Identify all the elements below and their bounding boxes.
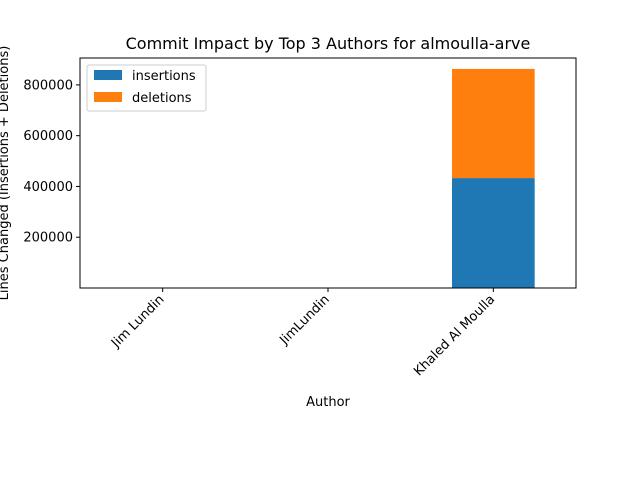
y-tick-label: 200000 (23, 231, 73, 246)
legend-swatch-insertions (94, 70, 122, 80)
x-axis: Jim Lundin JimLundin Khaled Al Moulla (108, 288, 498, 379)
x-tick-label: Jim Lundin (108, 292, 167, 351)
x-tick-label: Khaled Al Moulla (411, 292, 498, 379)
bars-layer (121, 68, 535, 288)
plot-frame (79, 57, 577, 289)
bar-deletions-khaled-al-moulla (452, 68, 535, 179)
y-tick-label: 800000 (23, 78, 73, 93)
x-tick-label: JimLundin (276, 292, 332, 348)
legend-swatch-deletions (94, 92, 122, 102)
y-axis-label: Lines Changed (Insertions + Deletions) (0, 46, 12, 301)
x-axis-label: Author (306, 395, 350, 410)
y-tick-label: 400000 (23, 180, 73, 195)
chart-title: Commit Impact by Top 3 Authors for almou… (126, 34, 531, 53)
y-axis: 200000 400000 600000 800000 (23, 78, 80, 246)
bar-insertions-khaled-al-moulla (452, 178, 535, 288)
legend-label-deletions: deletions (132, 91, 192, 106)
y-tick-label: 600000 (23, 129, 73, 144)
legend: insertions deletions (86, 64, 207, 112)
legend-label-insertions: insertions (132, 69, 196, 84)
